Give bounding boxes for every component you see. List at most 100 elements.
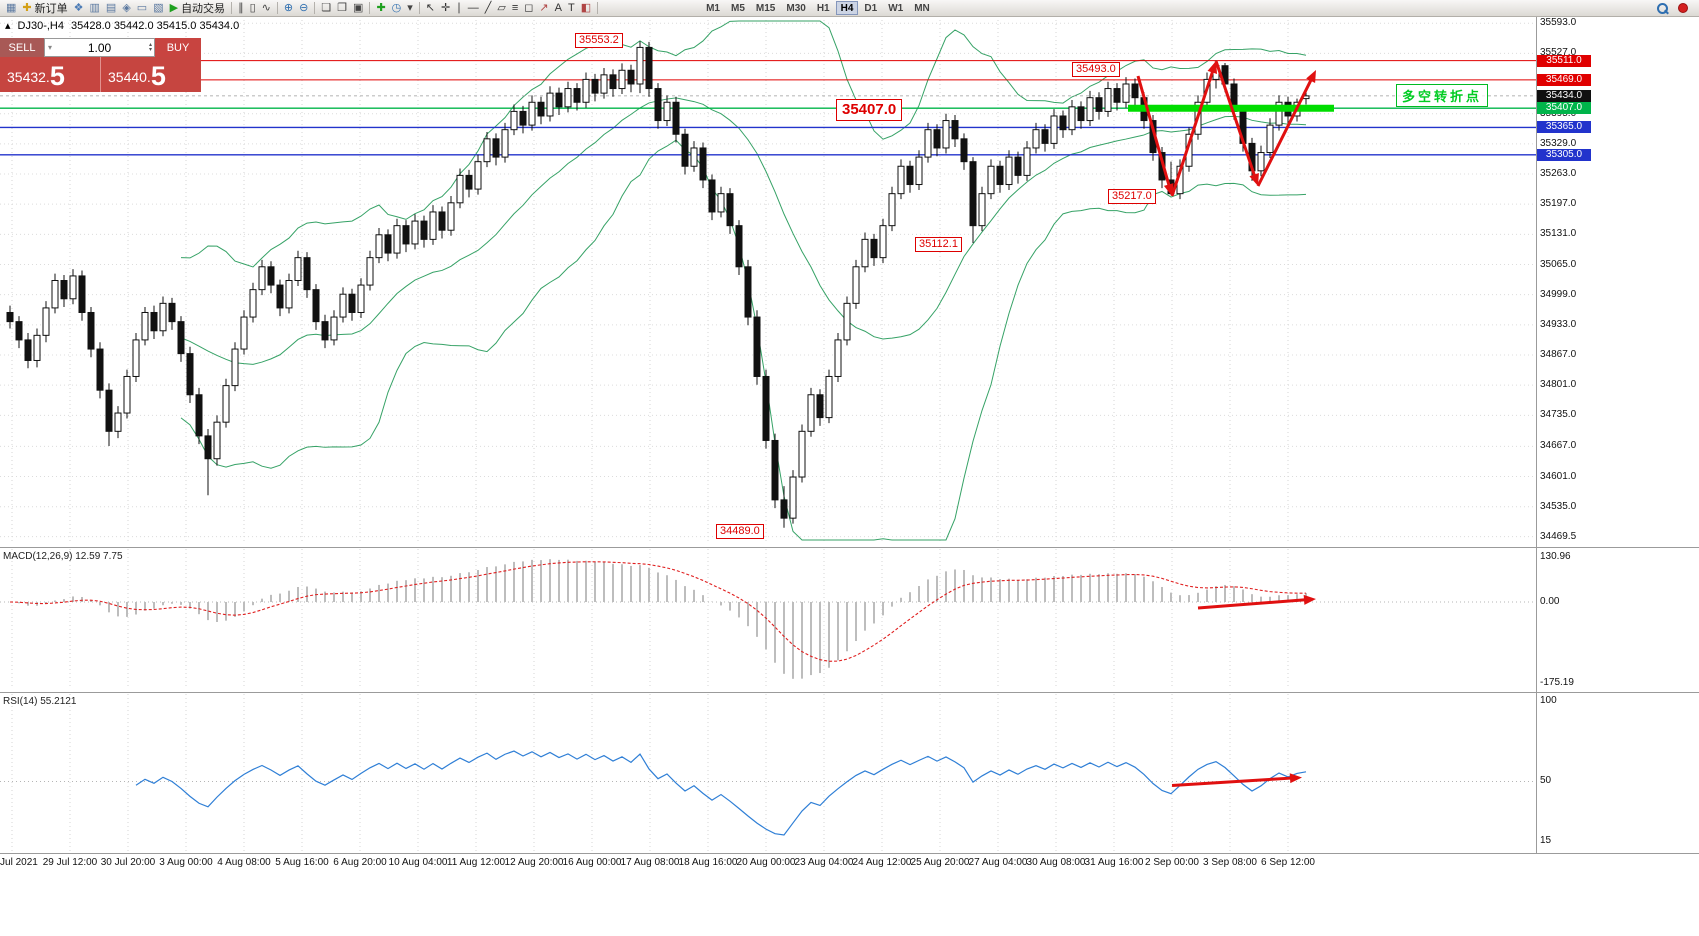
time-axis-label[interactable]: 24 Aug 12:00 <box>852 857 912 868</box>
time-axis-label[interactable]: 3 Aug 00:00 <box>159 857 213 868</box>
time-axis-label[interactable]: 16 Aug 00:00 <box>562 857 622 868</box>
timeframe-D1[interactable]: D1 <box>864 2 878 14</box>
chart-note-text[interactable]: 多空转折点 <box>1396 84 1489 107</box>
arrows-icon[interactable]: ↗ <box>536 1 551 16</box>
time-axis-label[interactable]: 20 Aug 00:00 <box>736 857 796 868</box>
tile-windows-icon[interactable]: ❏ <box>318 1 334 16</box>
time-axis-label[interactable]: 6 Sep 12:00 <box>1261 857 1315 868</box>
new-order-button[interactable]: ✚ 新订单 <box>19 1 70 16</box>
candlestick-icon[interactable]: ▯ <box>247 1 259 16</box>
label-icon[interactable]: T <box>565 1 578 16</box>
time-axis-label[interactable]: 23 Aug 04:00 <box>794 857 854 868</box>
time-axis-label[interactable]: 12 Aug 20:00 <box>504 857 564 868</box>
horizontal-line-icon[interactable]: ― <box>465 1 482 16</box>
zoom-in-icon[interactable]: ⊕ <box>281 1 296 16</box>
macd-arrow[interactable] <box>1303 594 1316 605</box>
time-axis-label[interactable]: 2 Sep 00:00 <box>1145 857 1199 868</box>
sell-button[interactable]: SELL <box>0 38 44 57</box>
candle-body <box>492 138 500 158</box>
volume-dropdown-icon[interactable] <box>48 44 52 52</box>
buy-button[interactable]: BUY <box>155 38 201 57</box>
trend-arrow[interactable] <box>1207 61 1218 74</box>
rsi-arrow[interactable] <box>1289 773 1302 784</box>
price-callout[interactable]: 35553.2 <box>575 33 623 48</box>
trend-arrow[interactable] <box>1306 70 1316 83</box>
time-axis-label[interactable]: 6 Aug 20:00 <box>333 857 387 868</box>
rsi-arrow[interactable] <box>1171 776 1299 787</box>
trendline-icon[interactable]: ╱ <box>482 1 495 16</box>
text-icon[interactable]: A <box>552 1 565 16</box>
timeframe-M15[interactable]: M15 <box>755 2 776 14</box>
time-axis-label[interactable]: 27 Aug 04:00 <box>968 857 1028 868</box>
macd-arrow[interactable] <box>1197 597 1313 610</box>
fibonacci-icon[interactable]: ≡ <box>509 1 521 16</box>
data-window-icon[interactable]: ▤ <box>103 1 119 16</box>
candle-body <box>258 266 266 291</box>
toolbar-items: ▦ ✚ 新订单 ❖ ▥ ▤ ◈ ▭ ▧ ▶ 自动交易 ∥ ▯ ∿ ⊕ ⊖ ❏ ❐ ▣ ✚ ◷ ▾ ↖ ✛ ∣ ― ╱ ▱ ≡ ◻ ↗ A T ◧ <box>3 1 601 16</box>
bar-chart-icon[interactable]: ∥ <box>235 1 247 16</box>
timeframe-W1[interactable]: W1 <box>888 2 904 14</box>
sell-price-display[interactable]: 35432. 5 <box>0 57 100 92</box>
time-axis-label[interactable]: 30 Aug 08:00 <box>1026 857 1086 868</box>
time-axis-label[interactable]: 29 Jul 12:00 <box>42 857 98 868</box>
time-axis-label[interactable]: 31 Aug 16:00 <box>1084 857 1144 868</box>
price-callout[interactable]: 35217.0 <box>1108 189 1156 204</box>
navigator-icon[interactable]: ◈ <box>119 1 133 16</box>
crosshair-icon[interactable]: ✛ <box>438 1 453 16</box>
price-callout[interactable]: 35493.0 <box>1072 62 1120 77</box>
notification-icon[interactable] <box>1678 3 1688 13</box>
trend-arrow[interactable] <box>1214 60 1259 183</box>
periods-icon[interactable]: ◷ <box>389 1 405 16</box>
time-axis-label[interactable]: 4 Aug 08:00 <box>217 857 271 868</box>
price-callout[interactable]: 35112.1 <box>915 237 962 252</box>
channel-icon[interactable]: ▱ <box>494 1 508 16</box>
trend-arrow[interactable] <box>1256 72 1316 187</box>
time-axis-label[interactable]: 17 Aug 08:00 <box>620 857 680 868</box>
shapes-icon[interactable]: ◻ <box>521 1 536 16</box>
strategy-tester-icon[interactable]: ▧ <box>150 1 166 16</box>
toolbar-separator <box>276 2 278 14</box>
time-axis-label[interactable]: 10 Aug 04:00 <box>388 857 448 868</box>
time-axis-label[interactable]: 30 Jul 20:00 <box>100 857 156 868</box>
search-icon[interactable] <box>1657 2 1668 14</box>
compass-icon[interactable]: ❖ <box>71 1 87 16</box>
timeframe-H4[interactable]: H4 <box>835 1 859 15</box>
price-callout[interactable]: 35407.0 <box>836 99 903 121</box>
volume-input[interactable]: 1.00 <box>44 38 155 57</box>
timeframe-M1[interactable]: M1 <box>706 2 720 14</box>
time-axis-label[interactable]: 25 Aug 20:00 <box>910 857 970 868</box>
time-axis-label[interactable]: 18 Aug 16:00 <box>678 857 738 868</box>
timeframe-H1[interactable]: H1 <box>816 2 830 14</box>
vertical-line-icon[interactable]: ∣ <box>453 1 465 16</box>
templates-icon[interactable]: ▾ <box>404 1 416 16</box>
colors-icon[interactable]: ◧ <box>578 1 594 16</box>
auto-trading-button[interactable]: ▶ 自动交易 <box>167 1 228 16</box>
new-chart-icon[interactable]: ▦ <box>3 1 19 16</box>
timeframe-MN[interactable]: MN <box>914 2 930 14</box>
trend-arrow[interactable] <box>1163 183 1174 196</box>
cascade-windows-icon[interactable]: ❐ <box>334 1 350 16</box>
line-chart-icon: ∿ <box>261 1 271 14</box>
trend-arrow[interactable] <box>1170 64 1217 197</box>
time-axis-label[interactable]: 28 Jul 2021 <box>0 857 38 868</box>
trend-arrow[interactable] <box>1249 173 1259 186</box>
buy-price-display[interactable]: 35440. 5 <box>100 57 201 92</box>
timeframe-M30[interactable]: M30 <box>786 2 806 14</box>
zoom-out-icon[interactable]: ⊖ <box>296 1 311 16</box>
indicators-icon[interactable]: ✚ <box>373 1 388 16</box>
volume-stepper-icons[interactable] <box>149 43 152 53</box>
trend-arrow[interactable] <box>1136 75 1173 193</box>
price-callout[interactable]: 34489.0 <box>716 524 764 539</box>
time-axis-label[interactable]: 11 Aug 12:00 <box>446 857 506 868</box>
terminal-icon[interactable]: ▭ <box>134 1 150 16</box>
timeframe-M5[interactable]: M5 <box>731 2 745 14</box>
arrange-windows-icon[interactable]: ▣ <box>350 1 366 16</box>
time-axis-label[interactable]: 3 Sep 08:00 <box>1203 857 1257 868</box>
one-click-trading-panel: SELL 1.00 BUY 35432.5 35440.5 <box>0 38 201 92</box>
line-chart-icon[interactable]: ∿ <box>259 1 274 16</box>
cursor-icon[interactable]: ↖ <box>423 1 438 16</box>
market-watch-icon[interactable]: ▥ <box>87 1 103 16</box>
terminal-icon: ▭ <box>136 1 148 14</box>
time-axis-label[interactable]: 5 Aug 16:00 <box>275 857 329 868</box>
